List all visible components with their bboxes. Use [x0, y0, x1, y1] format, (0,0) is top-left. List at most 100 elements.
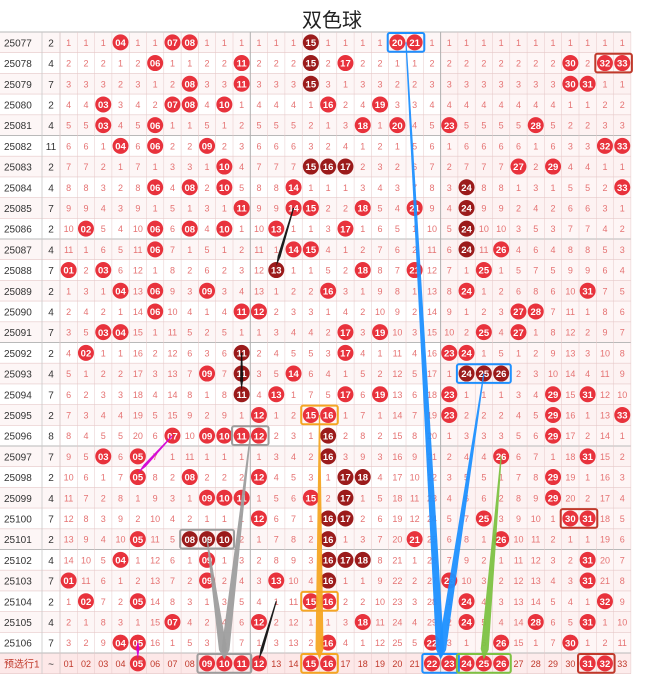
ball-hit: [112, 551, 129, 568]
omission-value: 4: [464, 100, 469, 110]
omission-value: 1: [326, 473, 331, 483]
omission-value: 1: [256, 493, 261, 503]
ball-hit: [441, 386, 458, 403]
omission-value: 9: [585, 266, 590, 276]
ball-number: 08: [184, 473, 195, 484]
ball-number: 18: [357, 121, 368, 132]
ball-number: 09: [202, 493, 213, 504]
omission-value: 1: [499, 473, 504, 483]
ball-hit: [233, 55, 250, 72]
omission-value: 2: [101, 162, 106, 172]
ball-number: 08: [184, 38, 195, 49]
omission-value: 1: [343, 535, 348, 545]
ball-number: 29: [548, 390, 559, 401]
omission-value: 3: [308, 307, 313, 317]
ball-hit: [337, 344, 354, 361]
ball-number: 31: [582, 576, 593, 587]
omission-value: 2: [256, 59, 261, 69]
omission-value: 6: [135, 141, 140, 151]
omission-value: 9: [516, 514, 521, 524]
ball-hit: [458, 179, 475, 196]
omission-value: 22: [392, 576, 402, 586]
omission-value: 2: [326, 59, 331, 69]
ball-hit: [216, 220, 233, 237]
span-value: 2: [48, 535, 54, 546]
trend-arrow: [221, 435, 251, 660]
omission-value: 5: [153, 410, 158, 420]
omission-value: 1: [308, 224, 313, 234]
omission-value: 3: [360, 328, 365, 338]
omission-value: 3: [118, 100, 123, 110]
omission-value: 2: [516, 203, 521, 213]
omission-value: 1: [83, 38, 88, 48]
omission-value: 3: [274, 328, 279, 338]
period-label: 25095: [4, 411, 32, 422]
ball-number: 17: [340, 328, 351, 339]
omission-value: 1: [412, 224, 417, 234]
omission-value: 11: [566, 307, 575, 317]
ball-number: 08: [184, 183, 195, 194]
omission-value: 3: [205, 348, 210, 358]
omission-value: 4: [83, 100, 88, 110]
omission-value: 2: [205, 59, 210, 69]
omission-value: 5: [412, 369, 417, 379]
omission-value: 6: [66, 390, 71, 400]
omission-value: 10: [64, 473, 74, 483]
omission-value: 4: [205, 224, 210, 234]
omission-value: 5: [326, 266, 331, 276]
omission-value: 3: [101, 390, 106, 400]
omission-value: 14: [513, 617, 523, 627]
omission-value: 6: [187, 348, 192, 358]
ball-hit: [95, 117, 112, 134]
omission-value: 5: [360, 369, 365, 379]
omission-value: 6: [274, 141, 279, 151]
ball-number: 04: [115, 38, 126, 49]
omission-value: 7: [187, 369, 192, 379]
ball-hit: [337, 158, 354, 175]
omission-value: 11: [81, 576, 90, 586]
trend-arrow: [136, 642, 140, 660]
ball-hit: [268, 386, 285, 403]
omission-value: 5: [412, 141, 417, 151]
omission-value: 6: [499, 141, 504, 151]
omission-value: 5: [308, 348, 313, 358]
omission-value: 7: [499, 162, 504, 172]
omission-value: 3: [187, 597, 192, 607]
omission-value: 7: [620, 555, 625, 565]
span-value: 7: [48, 266, 54, 277]
ball-number: 09: [202, 659, 213, 670]
ball-number: 33: [617, 59, 628, 70]
ball-hit: [354, 551, 371, 568]
omission-value: 8: [83, 514, 88, 524]
omission-value: 1: [516, 38, 521, 48]
omission-value: 2: [326, 493, 331, 503]
omission-value: 6: [360, 390, 365, 400]
omission-value: 3: [360, 183, 365, 193]
omission-value: 5: [274, 121, 279, 131]
omission-value: 4: [551, 100, 556, 110]
ball-number: 16: [323, 555, 334, 566]
omission-value: 6: [568, 203, 573, 213]
ball-number: 15: [306, 59, 317, 70]
ball-number: 15: [306, 204, 317, 215]
ball-number: 19: [375, 100, 386, 111]
ball-hit: [302, 241, 319, 258]
ball-number: 02: [81, 348, 92, 359]
omission-value: 8: [135, 183, 140, 193]
omission-value: 13: [565, 348, 575, 358]
omission-value: 7: [239, 638, 244, 648]
ball-number: 31: [582, 286, 593, 297]
omission-value: 12: [150, 555, 160, 565]
omission-value: 8: [620, 576, 625, 586]
omission-value: 2: [101, 59, 106, 69]
ball-hit: [129, 448, 146, 465]
omission-value: 1: [447, 369, 452, 379]
span-value: 2: [48, 225, 54, 236]
omission-value: 9: [551, 348, 556, 358]
omission-value: 19: [375, 659, 385, 669]
ball-hit: [147, 220, 164, 237]
omission-value: 2: [602, 100, 607, 110]
omission-value: 2: [551, 59, 556, 69]
omission-value: 1: [135, 38, 140, 48]
omission-value: 3: [343, 452, 348, 462]
